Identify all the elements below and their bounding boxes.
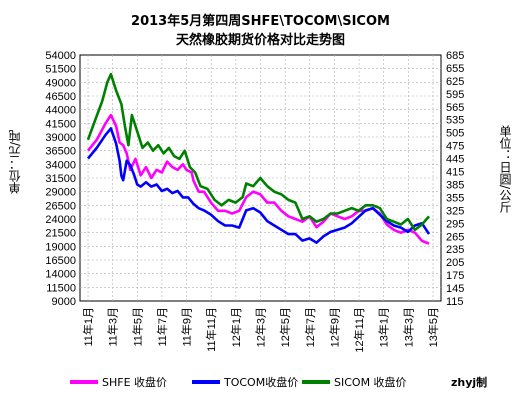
y-tick-left: 41500: [45, 118, 76, 130]
y-tick-left: 24000: [45, 214, 76, 226]
legend-label-sicom: SICOM 收盘价: [334, 376, 407, 389]
y-tick-left: 16500: [45, 255, 76, 267]
y-tick-left: 39000: [45, 132, 76, 144]
y-tick-left: 51500: [45, 64, 76, 76]
y-tick-left: 9000: [52, 296, 76, 308]
y-tick-left: 19000: [45, 241, 76, 253]
x-tick-label: 11年7月: [155, 307, 169, 347]
y-tick-right: 625: [446, 76, 464, 88]
y-tick-right: 505: [446, 128, 464, 140]
y-tick-left: 29000: [45, 187, 76, 199]
y-tick-right: 265: [446, 231, 464, 243]
x-tick-label: 11年9月: [180, 307, 194, 347]
y-tick-left: 44000: [45, 105, 76, 117]
y-tick-right: 685: [446, 50, 464, 62]
x-tick-label: 11年1月: [81, 307, 95, 347]
y-tick-left: 14000: [45, 269, 76, 281]
y-tick-right: 205: [446, 257, 464, 269]
x-tick-label: 11年3月: [106, 307, 120, 347]
y-tick-right: 295: [446, 218, 464, 230]
y-tick-right: 235: [446, 244, 464, 256]
y-tick-left: 11500: [46, 282, 76, 294]
y-tick-right: 565: [446, 102, 464, 114]
legend-label-shfe: SHFE 收盘价: [102, 376, 168, 389]
y-tick-right: 415: [446, 167, 464, 179]
x-tick-label: 13年3月: [401, 307, 415, 347]
y-tick-right: 445: [446, 154, 464, 166]
legend-swatch-shfe: [70, 380, 98, 384]
x-tick-label: 12年7月: [303, 307, 317, 347]
y-tick-right: 475: [446, 141, 464, 153]
y-tick-left: 21500: [45, 228, 76, 240]
y-tick-right: 595: [446, 89, 464, 101]
x-tick-label: 11年11月: [204, 307, 218, 352]
legend-item-sicom: SICOM 收盘价: [302, 374, 407, 390]
chart-subtitle: 天然橡胶期货价格对比走势图: [175, 33, 345, 48]
y-tick-right: 385: [446, 179, 464, 191]
y-tick-left: 49000: [45, 77, 76, 89]
y-tick-left: 46500: [45, 91, 76, 103]
x-tick-label: 12年11月: [352, 307, 366, 353]
x-tick-label: 13年1月: [377, 307, 391, 347]
series-line-tocom: [86, 127, 431, 244]
legend-label-tocom: TOCOM收盘价: [224, 376, 299, 389]
y-tick-right: 655: [446, 63, 464, 75]
x-tick-label: 11年5月: [130, 307, 144, 347]
y-tick-left: 26500: [45, 200, 76, 212]
y-tick-right: 535: [446, 115, 464, 127]
y-tick-right: 145: [446, 283, 464, 295]
y-tick-left: 34000: [45, 159, 76, 171]
series-line-sicom: [86, 72, 430, 232]
x-tick-label: 13年5月: [426, 307, 440, 347]
x-tick-label: 12年9月: [327, 307, 341, 347]
chart-credit: zhyj制: [451, 376, 488, 389]
legend-item-tocom: TOCOM收盘价: [192, 374, 298, 390]
y-tick-left: 36500: [45, 146, 76, 158]
y-tick-right: 325: [446, 205, 464, 217]
x-tick-label: 12年1月: [229, 307, 243, 347]
legend-item-shfe: SHFE 收盘价: [70, 374, 167, 390]
y-tick-left: 54000: [45, 50, 76, 62]
x-tick-label: 12年5月: [278, 307, 292, 347]
x-tick-label: 12年3月: [254, 307, 268, 347]
y-tick-left: 31500: [45, 173, 76, 185]
y-tick-right: 355: [446, 192, 464, 204]
legend-swatch-tocom: [192, 380, 220, 384]
y-axis-right-title: 单位：日圆/公斤: [498, 125, 512, 214]
y-tick-right: 175: [446, 270, 464, 282]
legend-swatch-sicom: [302, 380, 330, 384]
chart-title: 2013年5月第四周SHFE\TOCOM\SICOM: [131, 14, 390, 29]
y-tick-right: 115: [446, 296, 464, 308]
y-axis-left-title: 单位：元/吨: [8, 130, 22, 195]
